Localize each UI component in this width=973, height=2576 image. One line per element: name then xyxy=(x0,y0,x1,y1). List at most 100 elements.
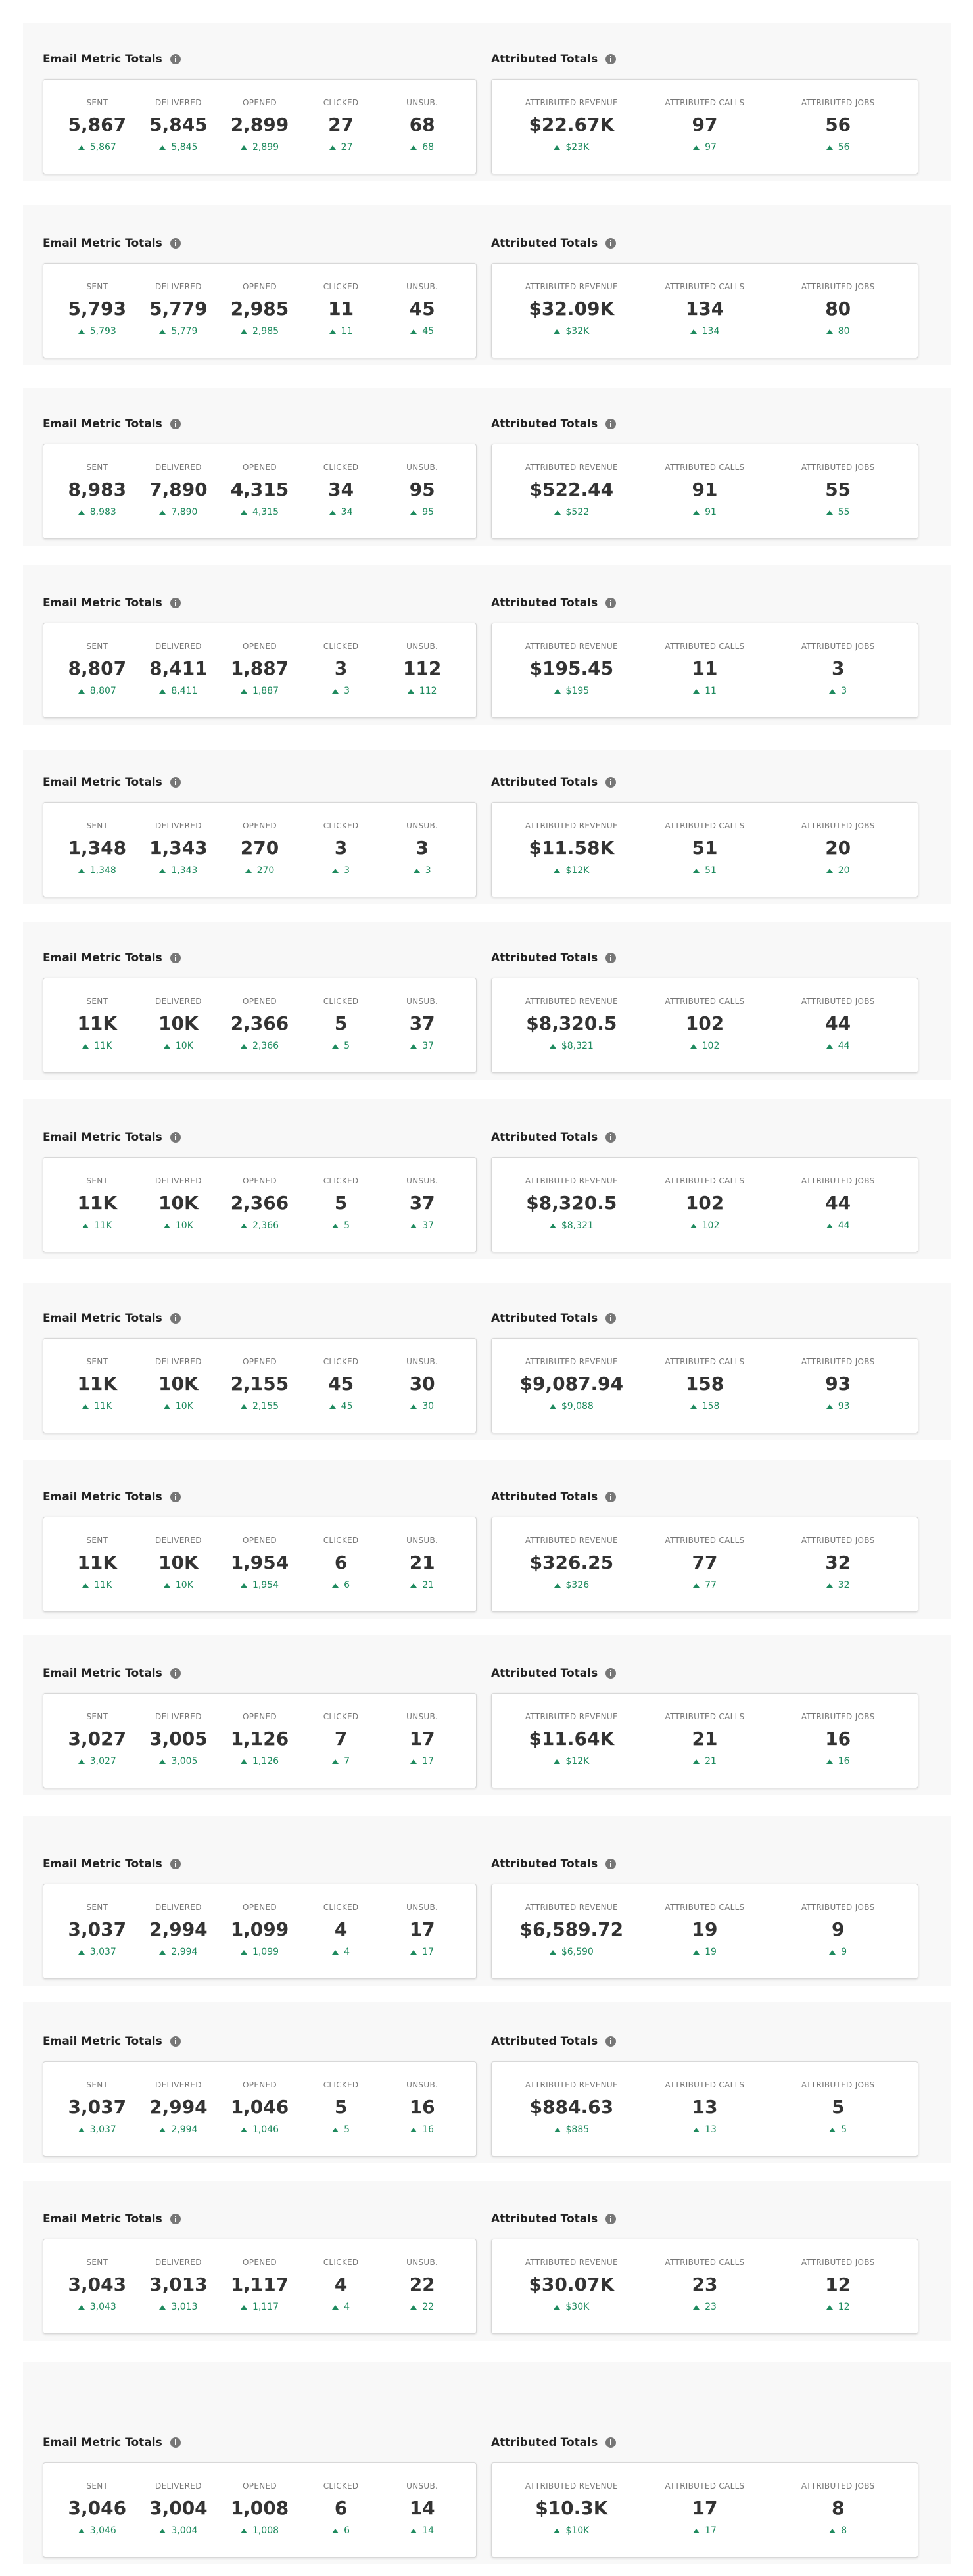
attributed-card: ATTRIBUTED REVENUE $11.58K $12K ATTRIBUTED … xyxy=(491,802,918,897)
up-arrow xyxy=(693,2528,700,2533)
metric: SENT 8,983 8,983 xyxy=(57,444,138,538)
metric: OPENED 2,985 2,985 xyxy=(219,264,300,358)
metric-change: $23K xyxy=(505,142,638,153)
up-arrow xyxy=(159,145,166,150)
metric-change: 3,037 xyxy=(57,1947,138,1957)
change-value: 112 xyxy=(419,686,437,696)
metric-value: 13 xyxy=(692,2096,718,2118)
metric-change: 5 xyxy=(300,2124,382,2135)
metric-value: $6,589.72 xyxy=(519,1919,624,1940)
change-value: 8,807 xyxy=(89,686,116,696)
up-arrow xyxy=(410,1404,417,1409)
metric-label: ATTRIBUTED CALLS xyxy=(665,463,745,472)
change-value: 2,155 xyxy=(252,1401,279,1412)
change-value: 17 xyxy=(422,1756,435,1767)
attributed-card: ATTRIBUTED REVENUE $9,087.94 $9,088 ATTRIBU… xyxy=(491,1338,918,1433)
change-value: 3,027 xyxy=(89,1756,116,1767)
info-icon xyxy=(605,1313,617,1324)
metric-change: 32 xyxy=(771,1580,905,1590)
metric: SENT 11K 11K xyxy=(57,1158,138,1252)
metric-label: ATTRIBUTED CALLS xyxy=(665,1176,745,1185)
metric-label: OPENED xyxy=(243,821,277,830)
up-arrow xyxy=(410,1759,417,1764)
change-value: 20 xyxy=(838,865,850,876)
change-value: $8,321 xyxy=(561,1041,594,1051)
metric: DELIVERED 1,343 1,343 xyxy=(138,803,220,897)
metric: ATTRIBUTED REVENUE $195.45 $195 xyxy=(505,623,638,717)
change-value: 3,037 xyxy=(89,2124,116,2135)
metric-change: 102 xyxy=(638,1220,772,1231)
metric-value: 1,887 xyxy=(230,657,289,679)
metric-label: DELIVERED xyxy=(155,463,202,472)
metric-label: SENT xyxy=(86,1536,108,1545)
metric-change: 45 xyxy=(300,1401,382,1412)
up-arrow xyxy=(410,2304,417,2310)
section-title: Email Metric Totals xyxy=(43,1667,162,1680)
section-title: Attributed Totals xyxy=(491,1491,598,1504)
metric-value: 45 xyxy=(409,298,435,320)
metric-change: 5,793 xyxy=(57,326,138,337)
metric-label: UNSUB. xyxy=(406,98,439,107)
up-arrow xyxy=(693,2304,700,2310)
metric-label: ATTRIBUTED REVENUE xyxy=(525,2258,618,2267)
up-arrow xyxy=(829,2127,836,2132)
metric-change: 3 xyxy=(381,865,463,876)
metric-value: 14 xyxy=(409,2497,435,2519)
up-arrow xyxy=(78,2304,85,2310)
change-value: 10K xyxy=(175,1041,193,1051)
metric-label: ATTRIBUTED JOBS xyxy=(801,997,875,1006)
change-value: 3 xyxy=(344,865,350,876)
metric-label: OPENED xyxy=(243,2481,277,2491)
metric: ATTRIBUTED JOBS 56 56 xyxy=(771,80,905,174)
metric: UNSUB. 22 22 xyxy=(381,2239,463,2333)
up-arrow xyxy=(163,1223,170,1228)
up-arrow xyxy=(693,688,700,694)
up-arrow xyxy=(240,1583,247,1588)
change-value: 5,845 xyxy=(171,142,198,153)
attributed-title: Attributed Totals xyxy=(491,1312,617,1325)
metric-label: SENT xyxy=(86,98,108,107)
attributed-title: Attributed Totals xyxy=(491,596,617,609)
up-arrow xyxy=(554,145,561,150)
metric-change: $885 xyxy=(505,2124,638,2135)
change-value: 1,117 xyxy=(252,2302,279,2312)
up-arrow xyxy=(826,145,833,150)
metric-change: 1,046 xyxy=(219,2124,300,2135)
section-title: Attributed Totals xyxy=(491,417,598,431)
change-value: 7,890 xyxy=(171,507,198,517)
info-icon xyxy=(170,777,181,788)
metrics-panel: Email Metric Totals SENT 11K 11K DELIVERED 10… xyxy=(23,1283,951,1440)
metric-change: 10K xyxy=(138,1580,220,1590)
metric-change: 9 xyxy=(771,1947,905,1957)
info-icon xyxy=(605,1859,617,1869)
change-value: 45 xyxy=(341,1401,353,1412)
metric-label: CLICKED xyxy=(323,1903,359,1912)
change-value: 32 xyxy=(838,1580,850,1590)
metric: DELIVERED 5,779 5,779 xyxy=(138,264,220,358)
metric-label: ATTRIBUTED CALLS xyxy=(665,2258,745,2267)
metric: ATTRIBUTED CALLS 21 21 xyxy=(638,1694,772,1788)
metric-value: 102 xyxy=(685,1013,724,1034)
metric: UNSUB. 17 17 xyxy=(381,1884,463,1978)
metric-change: $6,590 xyxy=(505,1947,638,1957)
metrics-panel: Email Metric Totals SENT 11K 11K DELIVERED 10… xyxy=(23,1099,951,1259)
metric-label: SENT xyxy=(86,463,108,472)
metric: DELIVERED 10K 10K xyxy=(138,1339,220,1433)
metric-label: ATTRIBUTED CALLS xyxy=(665,2481,745,2491)
metric-change: 16 xyxy=(381,2124,463,2135)
info-icon xyxy=(170,1859,181,1869)
metric-change: 77 xyxy=(638,1580,772,1590)
metric-change: 3 xyxy=(300,686,382,696)
email-title: Email Metric Totals xyxy=(43,1857,181,1871)
metric: CLICKED 27 27 xyxy=(300,80,382,174)
metric-label: UNSUB. xyxy=(406,642,439,651)
attributed-card: ATTRIBUTED REVENUE $22.67K $23K ATTRIBUTED … xyxy=(491,79,918,174)
change-value: 3 xyxy=(425,865,431,876)
metric: UNSUB. 68 68 xyxy=(381,80,463,174)
change-value: 51 xyxy=(705,865,717,876)
metric-value: 270 xyxy=(240,837,279,859)
metrics-panel: Email Metric Totals SENT 5,793 5,793 DELIVER… xyxy=(23,205,951,365)
metric-label: CLICKED xyxy=(323,282,359,291)
info-icon xyxy=(605,238,617,249)
